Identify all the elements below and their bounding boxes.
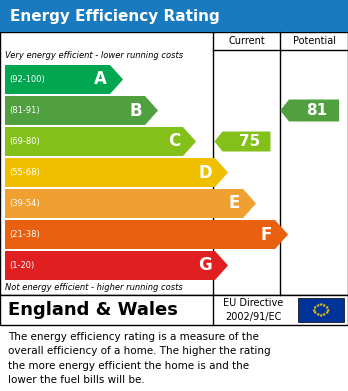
Text: C: C xyxy=(168,133,180,151)
Polygon shape xyxy=(280,99,339,122)
Text: England & Wales: England & Wales xyxy=(8,301,178,319)
Text: ★: ★ xyxy=(322,303,326,308)
Text: (21-38): (21-38) xyxy=(9,230,40,239)
Text: Very energy efficient - lower running costs: Very energy efficient - lower running co… xyxy=(5,50,183,59)
Bar xyxy=(298,298,344,322)
Text: (55-68): (55-68) xyxy=(9,168,40,177)
Text: Potential: Potential xyxy=(293,36,335,46)
Polygon shape xyxy=(5,189,256,218)
Bar xyxy=(0,32,348,295)
Bar xyxy=(0,0,348,32)
Text: (1-20): (1-20) xyxy=(9,261,34,270)
Text: A: A xyxy=(94,70,107,88)
Text: Not energy efficient - higher running costs: Not energy efficient - higher running co… xyxy=(5,283,183,292)
Text: ★: ★ xyxy=(313,310,317,315)
Polygon shape xyxy=(214,131,270,151)
Text: ★: ★ xyxy=(315,303,320,308)
Text: (81-91): (81-91) xyxy=(9,106,40,115)
Text: ★: ★ xyxy=(313,305,317,310)
Text: Energy Efficiency Rating: Energy Efficiency Rating xyxy=(10,9,220,23)
Text: E: E xyxy=(229,194,240,212)
Text: ★: ★ xyxy=(325,310,329,315)
Text: G: G xyxy=(198,256,212,274)
Polygon shape xyxy=(5,65,123,94)
Text: ★: ★ xyxy=(315,312,320,317)
Text: (39-54): (39-54) xyxy=(9,199,40,208)
Text: ★: ★ xyxy=(319,313,323,318)
Text: ★: ★ xyxy=(312,307,316,312)
Text: ★: ★ xyxy=(322,312,326,317)
Text: (69-80): (69-80) xyxy=(9,137,40,146)
Polygon shape xyxy=(5,127,196,156)
Text: Current: Current xyxy=(228,36,265,46)
Text: 81: 81 xyxy=(307,103,327,118)
Text: D: D xyxy=(198,163,212,181)
Polygon shape xyxy=(5,220,288,249)
Text: 75: 75 xyxy=(239,134,260,149)
Polygon shape xyxy=(5,96,158,125)
Bar xyxy=(0,295,348,325)
Text: ★: ★ xyxy=(325,307,330,312)
Text: The energy efficiency rating is a measure of the
overall efficiency of a home. T: The energy efficiency rating is a measur… xyxy=(8,332,271,385)
Text: B: B xyxy=(129,102,142,120)
Text: ★: ★ xyxy=(319,302,323,307)
Text: (92-100): (92-100) xyxy=(9,75,45,84)
Polygon shape xyxy=(5,158,228,187)
Text: EU Directive
2002/91/EC: EU Directive 2002/91/EC xyxy=(223,298,283,322)
Text: F: F xyxy=(261,226,272,244)
Text: ★: ★ xyxy=(325,305,329,310)
Polygon shape xyxy=(5,251,228,280)
